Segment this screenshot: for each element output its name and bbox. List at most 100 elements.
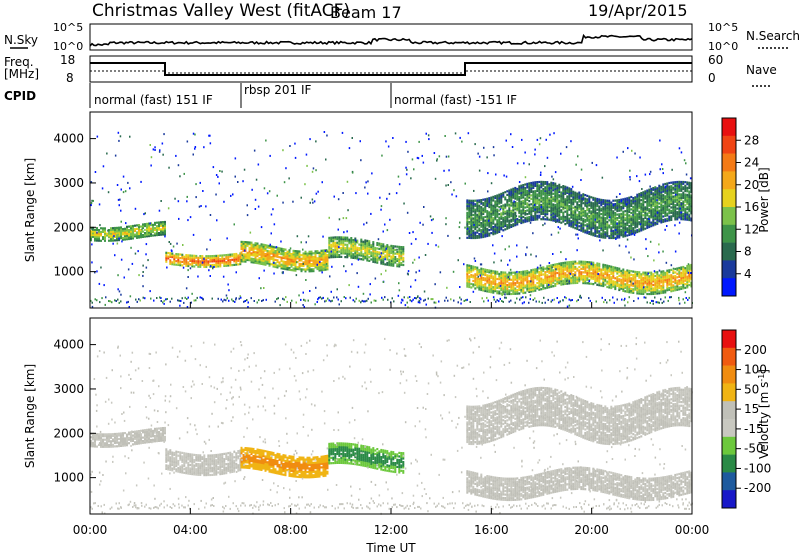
heat-cell [592, 274, 595, 277]
heat-cell [468, 212, 471, 215]
heat-cell [552, 198, 555, 201]
heat-cell [554, 214, 557, 217]
heat-cell [554, 198, 557, 201]
heat-cell [240, 251, 243, 254]
heat-cell [468, 268, 471, 271]
heat-cell [616, 208, 619, 211]
heat-cell [644, 197, 647, 200]
heat-cell [310, 257, 313, 260]
heat-cell [542, 218, 545, 221]
heat-cell [472, 269, 475, 272]
heat-cell [550, 197, 553, 200]
heat-cell [610, 206, 613, 209]
heat-speck [551, 266, 553, 269]
heat-cell [682, 195, 685, 198]
heat-cell [534, 191, 537, 195]
heat-cell [656, 281, 659, 284]
heat-cell [622, 207, 625, 210]
heat-cell [542, 284, 545, 287]
heat-cell [524, 183, 527, 186]
heat-cell [510, 202, 513, 205]
heat-speck [303, 298, 305, 301]
heat-cell [618, 216, 621, 219]
heat-cell [660, 277, 663, 280]
heat-cell [654, 280, 657, 283]
heat-cell [116, 237, 118, 240]
heat-cell [486, 288, 489, 291]
heat-cell [324, 259, 327, 262]
heat-cell [294, 251, 297, 254]
heat-cell [330, 254, 333, 257]
heat-cell [568, 278, 571, 281]
heat-cell [298, 264, 301, 267]
heat-cell [286, 255, 289, 259]
heat-cell [538, 278, 541, 281]
heat-cell [466, 215, 469, 218]
heat-speck [581, 199, 584, 202]
heat-cell [554, 184, 557, 187]
heat-cell [588, 261, 591, 264]
heat-cell [594, 278, 597, 281]
heat-cell [392, 264, 395, 267]
heat-cell [606, 268, 609, 271]
heat-cell [628, 280, 631, 283]
heat-cell [215, 261, 218, 265]
heat-cell [510, 209, 513, 212]
heat-cell [604, 227, 607, 230]
heat-cell [688, 201, 691, 204]
heat-cell [340, 238, 343, 241]
heat-speck [127, 268, 130, 271]
heat-cell [572, 210, 575, 213]
heat-cell [646, 198, 649, 201]
heat-cell [628, 233, 631, 236]
heat-cell [162, 222, 164, 225]
heat-cell [340, 250, 343, 253]
heat-cell [642, 192, 645, 196]
heat-cell [680, 198, 683, 201]
heat-cell [684, 274, 687, 277]
heat-cell [650, 196, 653, 199]
heat-cell [522, 208, 525, 211]
heat-cell [476, 201, 479, 204]
heat-cell [328, 254, 331, 257]
heat-cell [500, 198, 503, 201]
heat-cell [640, 283, 643, 286]
heat-cell [362, 258, 365, 261]
heat-cell [250, 257, 253, 260]
heat-cell [472, 226, 475, 229]
heat-cell [474, 226, 477, 229]
heat-cell [350, 238, 353, 241]
heat-cell [496, 208, 499, 211]
heat-cell [678, 193, 681, 196]
heat-cell [602, 263, 605, 266]
heat-cell [576, 280, 579, 283]
heat-cell [642, 223, 645, 226]
heat-cell [604, 234, 607, 238]
heat-cell [604, 276, 607, 279]
heat-cell [664, 198, 667, 201]
heat-cell [494, 212, 497, 216]
heat-cell [566, 186, 569, 189]
heat-speck [546, 156, 549, 159]
heat-cell [630, 233, 633, 236]
heat-cell [480, 276, 483, 279]
heat-cell [530, 183, 533, 186]
heat-cell [152, 225, 154, 228]
heat-cell [508, 224, 511, 227]
heat-cell [398, 261, 401, 264]
heat-cell [522, 272, 525, 275]
heat-cell [532, 272, 535, 275]
heat-cell [596, 271, 599, 274]
heat-cell [574, 196, 577, 200]
heat-speck [392, 137, 394, 139]
heat-cell [656, 276, 659, 279]
heat-cell [514, 202, 517, 205]
heat-cell [298, 252, 301, 255]
heat-cell [260, 252, 263, 255]
heat-cell [538, 286, 541, 289]
heat-cell [470, 270, 473, 273]
heat-cell [148, 229, 150, 232]
heat-cell [382, 257, 385, 260]
heat-cell [662, 197, 665, 200]
heat-cell [684, 195, 687, 198]
